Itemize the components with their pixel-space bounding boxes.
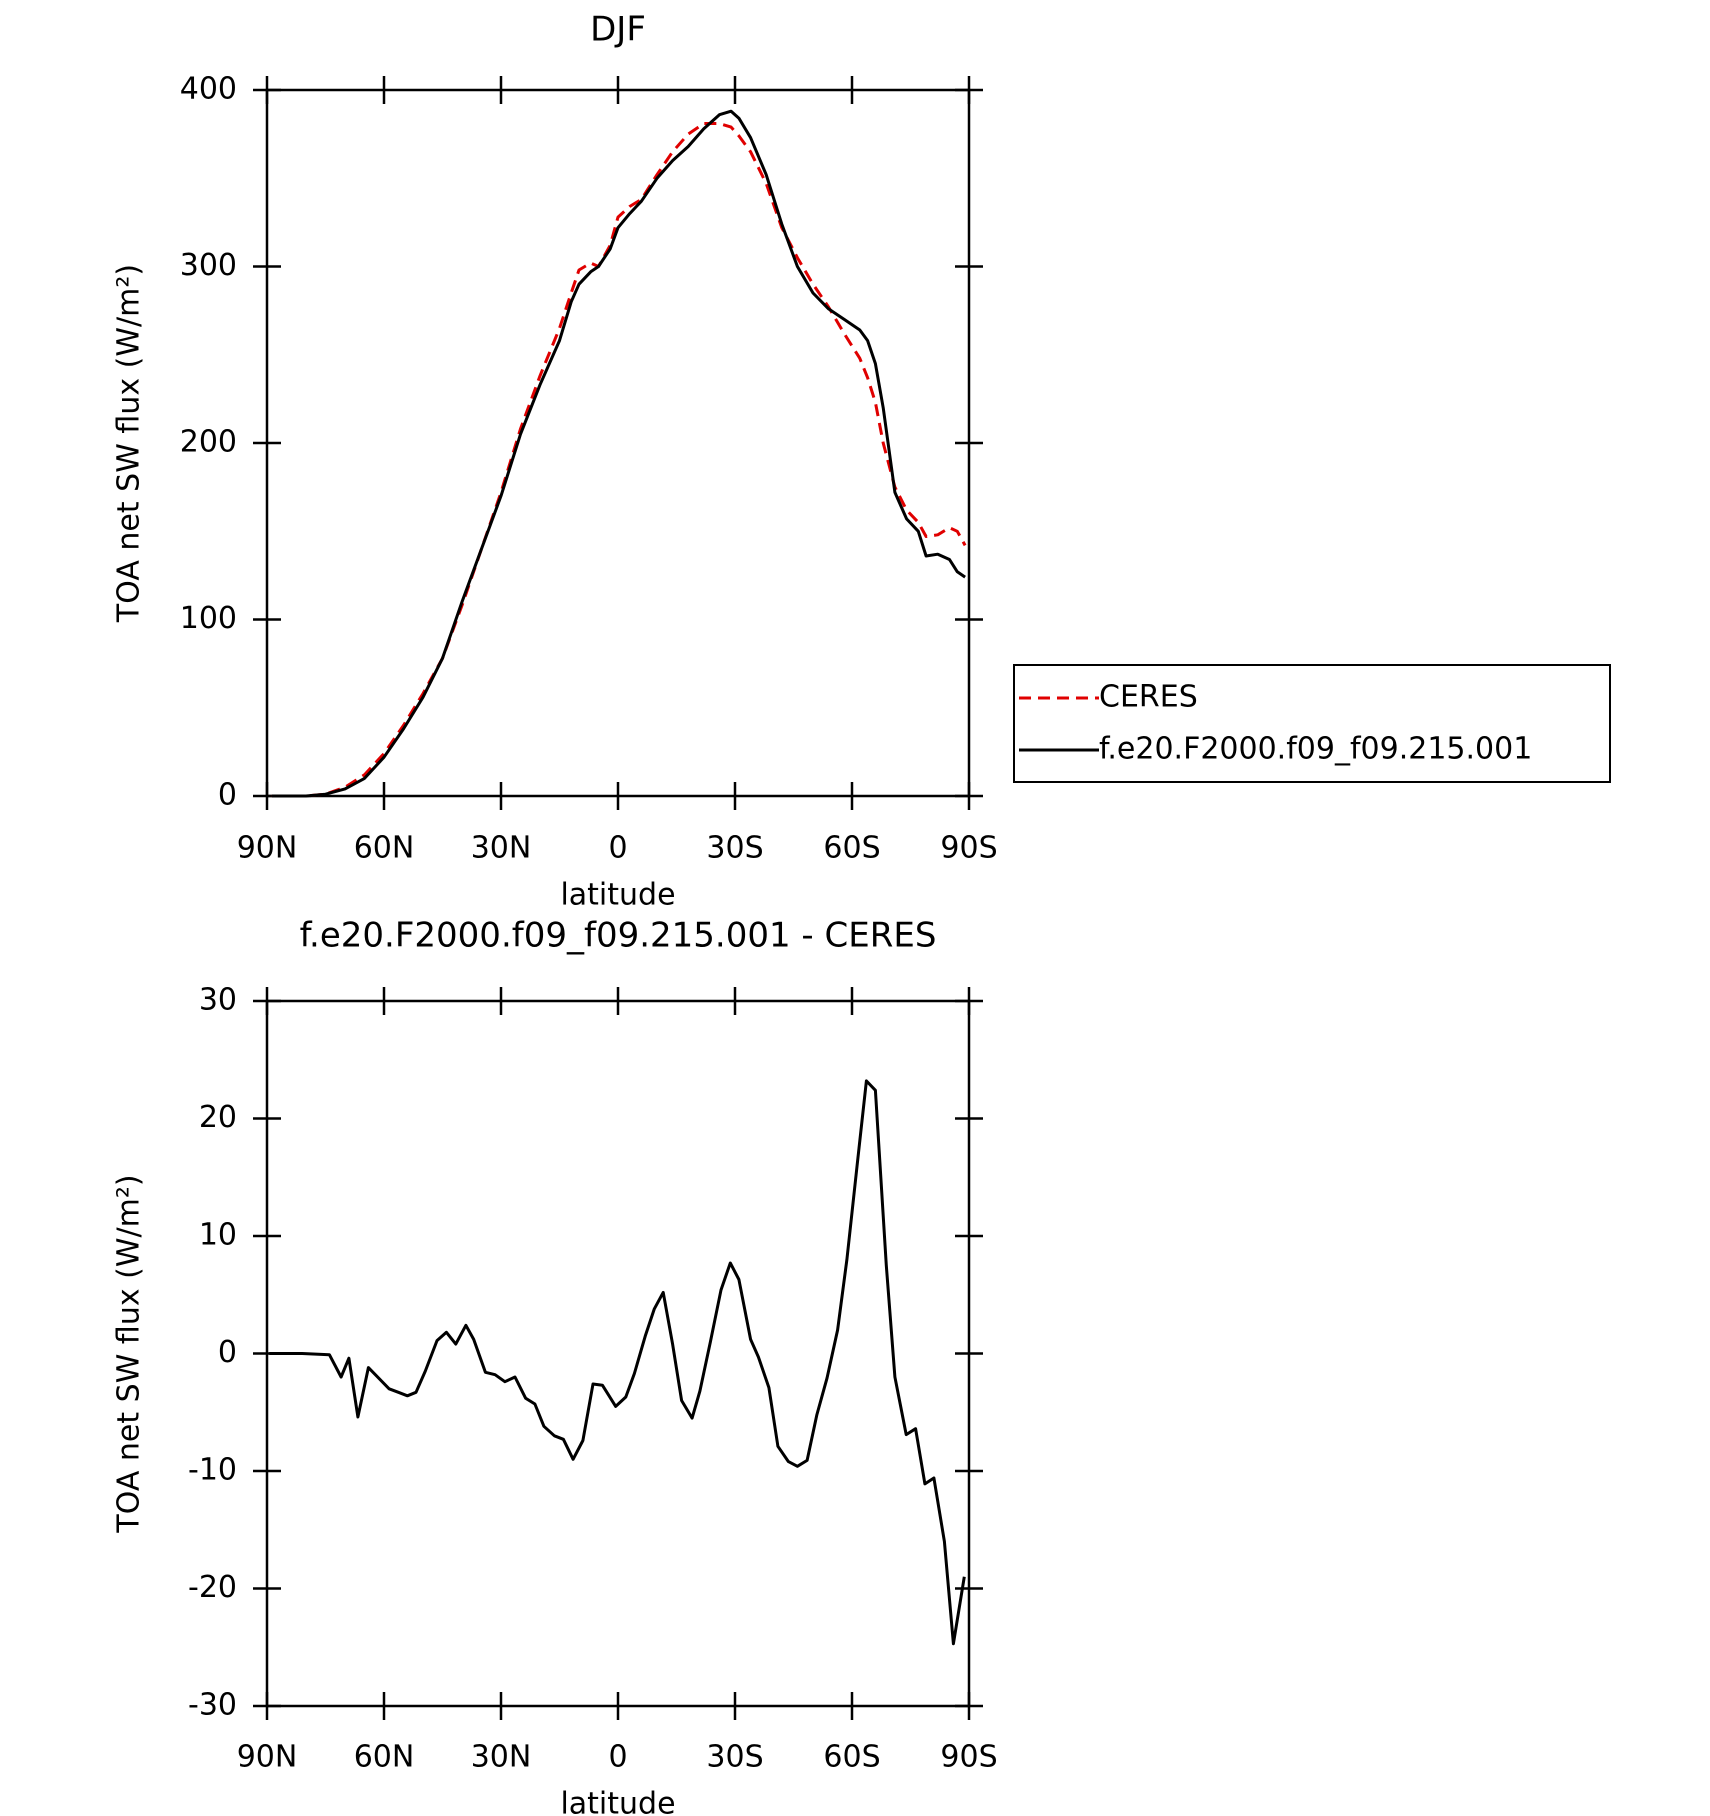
y-tick-label: 0: [218, 778, 237, 813]
chart-title: f.e20.F2000.f09_f09.215.001 - CERES: [300, 916, 937, 956]
y-tick-label: 200: [180, 425, 237, 460]
x-tick-label: 0: [608, 1740, 627, 1775]
x-tick-label: 90S: [940, 831, 997, 866]
legend-box: [1013, 664, 1611, 783]
x-axis-label: latitude: [560, 1787, 675, 1816]
y-tick-label: 400: [180, 72, 237, 107]
data-line: [271, 122, 967, 798]
x-tick-label: 30N: [471, 1740, 532, 1775]
y-axis-label: TOA net SW flux (W/m²): [112, 1174, 147, 1533]
x-tick-label: 90N: [237, 1740, 298, 1775]
y-tick-label: -30: [188, 1688, 237, 1723]
y-tick-label: 0: [218, 1335, 237, 1370]
y-tick-label: -10: [188, 1453, 237, 1488]
y-axis-label: TOA net SW flux (W/m²): [112, 264, 147, 623]
x-tick-label: 60S: [823, 831, 880, 866]
x-tick-label: 30S: [706, 831, 763, 866]
plot-frame: [265, 88, 971, 798]
y-tick-label: 100: [180, 601, 237, 636]
x-tick-label: 0: [608, 831, 627, 866]
x-tick-label: 90N: [237, 831, 298, 866]
legend-label: CERES: [1099, 680, 1198, 715]
y-tick-label: 20: [199, 1100, 237, 1135]
y-tick-label: -20: [188, 1570, 237, 1605]
y-tick-label: 10: [199, 1218, 237, 1253]
y-tick-label: 300: [180, 248, 237, 283]
data-line: [271, 109, 966, 798]
x-tick-label: 60N: [354, 831, 415, 866]
y-tick-label: 30: [199, 983, 237, 1018]
x-tick-label: 30S: [706, 1740, 763, 1775]
x-tick-label: 30N: [471, 831, 532, 866]
x-tick-label: 90S: [940, 1740, 997, 1775]
x-tick-label: 60S: [823, 1740, 880, 1775]
legend-label: f.e20.F2000.f09_f09.215.001: [1099, 732, 1532, 767]
x-tick-label: 60N: [354, 1740, 415, 1775]
chart-title: DJF: [590, 10, 646, 50]
data-line: [269, 1079, 966, 1646]
x-axis-label: latitude: [560, 878, 675, 913]
